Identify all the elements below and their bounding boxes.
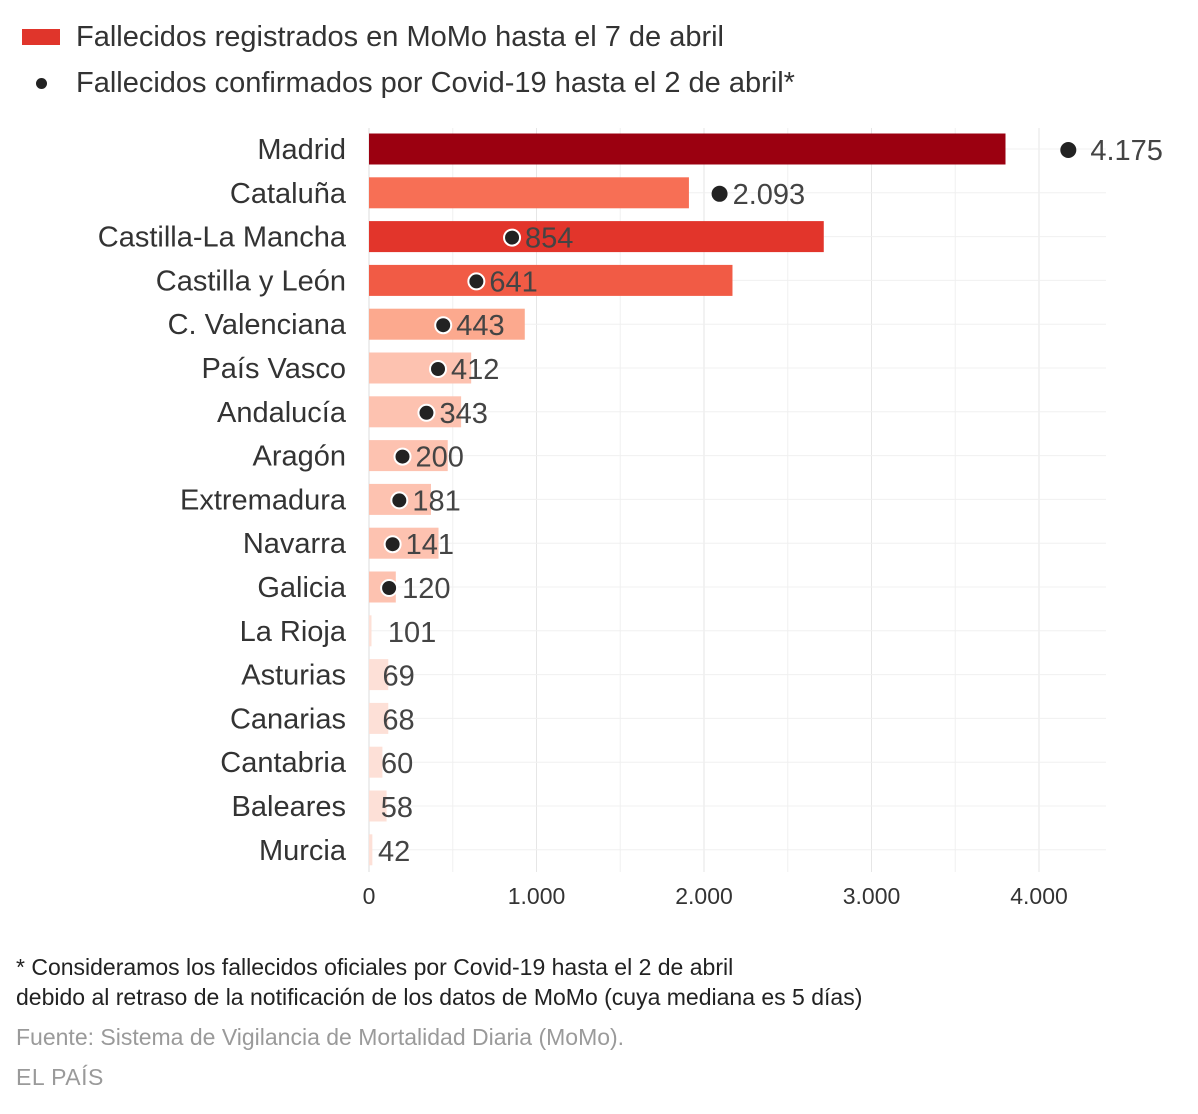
bar [369, 615, 372, 647]
footnote-line-1: * Consideramos los fallecidos oficiales … [16, 954, 734, 980]
category-label: Galicia [257, 572, 347, 604]
footnote: * Consideramos los fallecidos oficiales … [16, 952, 862, 1012]
bar [369, 221, 824, 253]
dot [417, 403, 436, 422]
dot-value-label: 641 [489, 266, 537, 298]
dot-value-label: 60 [381, 748, 413, 780]
dot-value-label: 4.175 [1090, 135, 1163, 167]
bar [369, 790, 387, 822]
bar [369, 133, 1006, 165]
category-label: Madrid [257, 134, 346, 166]
dot [1060, 142, 1077, 158]
bar [369, 702, 389, 734]
category-label: Extremadura [180, 484, 347, 516]
category-label: Murcia [259, 835, 347, 867]
x-tick-label: 0 [363, 883, 376, 909]
dot-value-label: 2.093 [733, 179, 806, 211]
bar [369, 396, 462, 428]
x-tick-label: 2.000 [675, 883, 733, 909]
category-label: País Vasco [201, 353, 346, 385]
category-label: Aragón [252, 441, 346, 473]
x-tick-label: 3.000 [843, 883, 901, 909]
dot [390, 491, 409, 510]
dot-value-label: 101 [388, 617, 436, 649]
dot [429, 360, 448, 378]
bar [369, 746, 383, 778]
dot-value-label: 58 [381, 792, 413, 824]
x-tick-label: 1.000 [508, 883, 566, 909]
category-label: Asturias [241, 660, 346, 692]
dot [383, 535, 402, 554]
dot-value-label: 120 [402, 573, 450, 605]
source-note: Fuente: Sistema de Vigilancia de Mortali… [16, 1024, 625, 1050]
bar [369, 352, 472, 384]
dot-value-label: 412 [451, 354, 499, 386]
category-label: Castilla y León [156, 265, 346, 297]
dot [503, 228, 522, 247]
category-label: C. Valenciana [168, 309, 347, 341]
dot-value-label: 42 [378, 836, 410, 868]
legend-swatch-dot [35, 77, 47, 89]
dot [380, 579, 399, 597]
category-label: Cataluña [230, 178, 347, 210]
legend-label-momo: Fallecidos registrados en MoMo hasta el … [76, 20, 724, 53]
dot-value-label: 200 [416, 442, 464, 474]
category-label: La Rioja [240, 616, 347, 648]
dot-value-label: 69 [383, 661, 415, 693]
category-label: Canarias [230, 703, 346, 735]
bar [369, 659, 389, 691]
dot-value-label: 181 [412, 485, 460, 517]
category-label: Baleares [232, 791, 346, 823]
footnote-line-2: debido al retraso de la notificación de … [16, 984, 863, 1010]
bar [369, 264, 733, 296]
category-label: Castilla-La Mancha [98, 222, 347, 254]
legend-label-covid: Fallecidos confirmados por Covid-19 hast… [76, 66, 795, 99]
category-label: Navarra [243, 528, 347, 560]
legend-item-covid: Fallecidos confirmados por Covid-19 hast… [22, 60, 795, 106]
dot-value-label: 141 [406, 529, 454, 561]
bar [369, 527, 439, 559]
dot-value-label: 68 [382, 704, 414, 736]
legend: Fallecidos registrados en MoMo hasta el … [22, 14, 795, 106]
legend-swatch-bar [22, 29, 60, 45]
dot-value-label: 343 [439, 398, 487, 430]
dot [711, 185, 728, 202]
legend-item-momo: Fallecidos registrados en MoMo hasta el … [22, 14, 795, 60]
category-label: Cantabria [220, 747, 347, 779]
dot [393, 447, 412, 466]
dot [434, 316, 453, 335]
bar-chart: Madrid 4.175 Cataluña 2.093 Castilla-La Manc… [98, 128, 1163, 909]
bar [369, 834, 373, 866]
category-label: Andalucía [217, 397, 347, 429]
bar [369, 177, 689, 209]
x-tick-label: 4.000 [1010, 883, 1068, 909]
dot [467, 272, 486, 291]
brand-label: EL PAÍS [16, 1064, 104, 1090]
dot-value-label: 443 [456, 310, 504, 342]
dot-value-label: 854 [525, 223, 573, 255]
